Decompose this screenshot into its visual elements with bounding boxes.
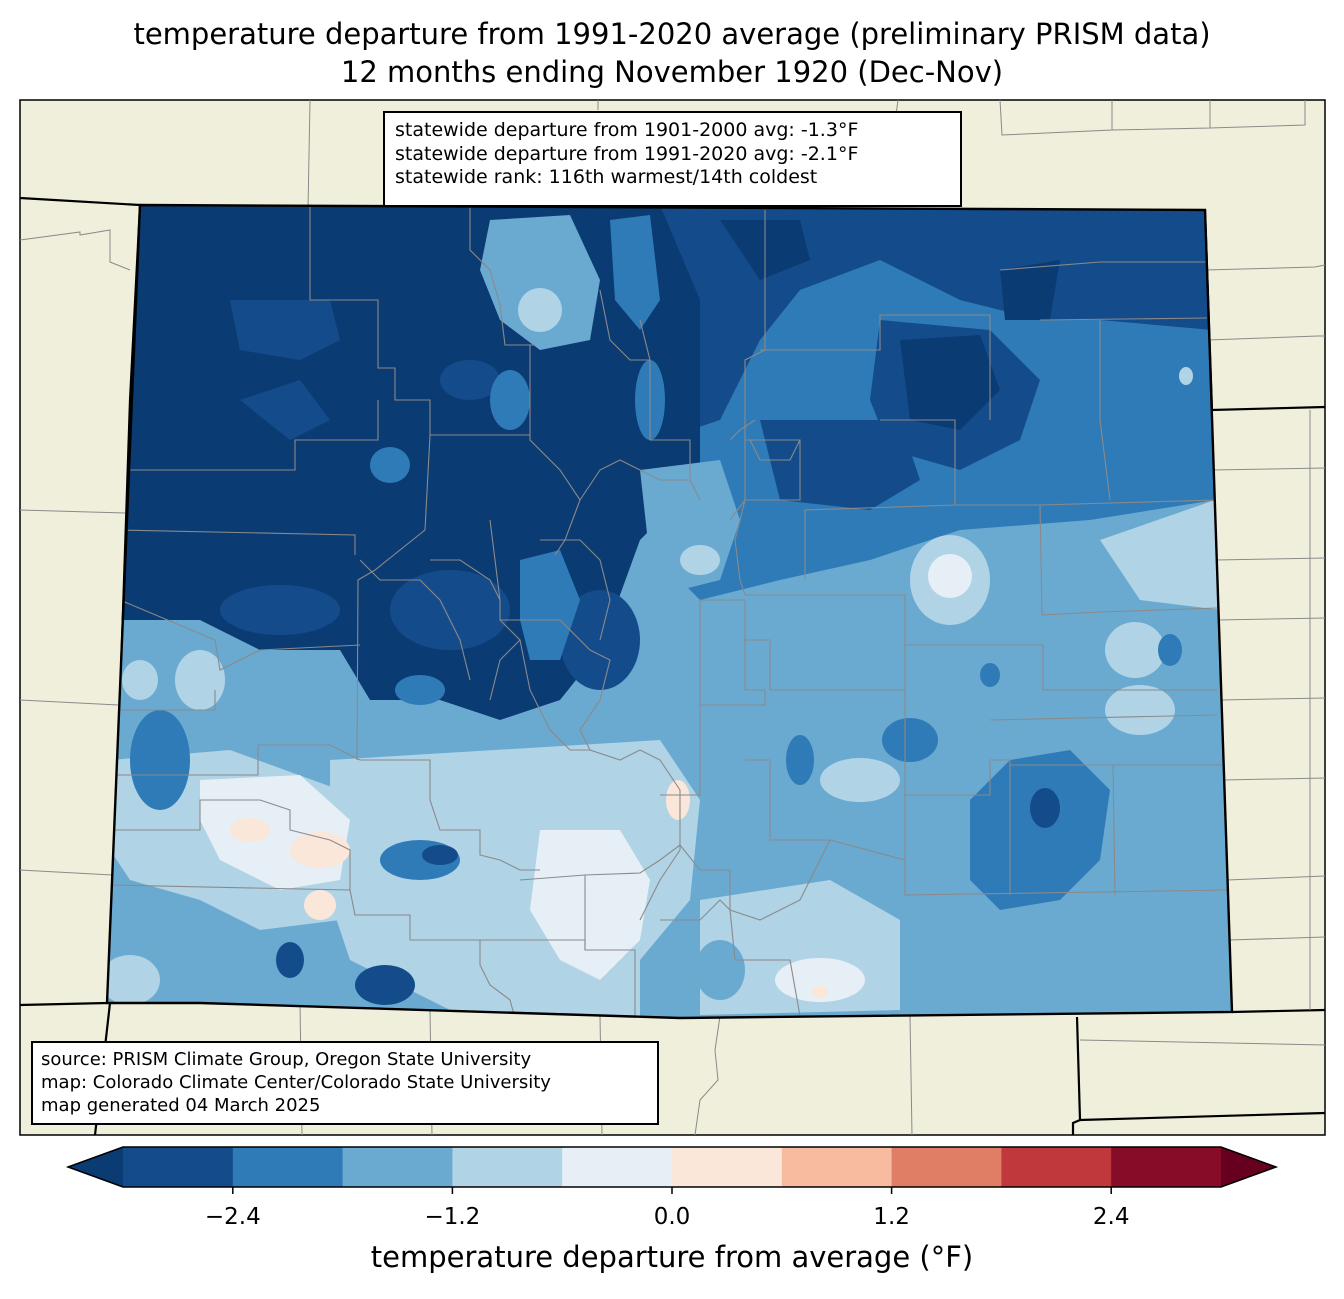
statewide-stats-box: statewide departure from 1901-2000 avg: … (383, 111, 962, 207)
source-credits-box: source: PRISM Climate Group, Oregon Stat… (31, 1041, 659, 1125)
colorado-border (105, 203, 1234, 1020)
colorbar-bin (452, 1147, 563, 1187)
colorbar-bin (781, 1147, 893, 1187)
map-title: temperature departure from 1991-2020 ave… (133, 17, 1211, 51)
stats-rank: statewide rank: 116th warmest/14th colde… (395, 166, 818, 188)
stats-departure-1991-2020: statewide departure from 1991-2020 avg: … (395, 142, 859, 165)
colorbar-bin (123, 1147, 234, 1187)
colorbar-tick-label: 0.0 (653, 1204, 691, 1230)
colorbar-bin (891, 1147, 1002, 1187)
colorbar-tick-label: 1.2 (873, 1204, 910, 1230)
colorbar-bin (1111, 1147, 1222, 1187)
map-credit-line: map: Colorado Climate Center/Colorado St… (41, 1072, 551, 1093)
colorbar-outline (65, 1146, 1279, 1188)
colorbar-label: temperature departure from average (°F) (370, 1240, 974, 1274)
colorbar-tick-label: −2.4 (204, 1204, 261, 1230)
colorbar-bin (562, 1147, 673, 1187)
colorbar-under-arrow (68, 1147, 123, 1187)
colorbar-bin (1001, 1147, 1112, 1187)
stats-departure-1901-2000: statewide departure from 1901-2000 avg: … (395, 119, 859, 141)
map-subtitle: 12 months ending November 1920 (Dec-Nov) (340, 55, 1004, 89)
temperature-contours (107, 205, 1232, 1018)
source-line: source: PRISM Climate Group, Oregon Stat… (41, 1049, 532, 1070)
colorbar-tick-label: 2.4 (1092, 1204, 1130, 1230)
county-lines (109, 205, 1229, 1018)
colorbar (65, 1146, 1279, 1194)
colorbar-bin (342, 1147, 453, 1187)
colorbar-tick-label: −1.2 (424, 1204, 481, 1230)
generated-date-line: map generated 04 March 2025 (41, 1095, 321, 1116)
colorbar-bin (232, 1147, 344, 1187)
colorbar-over-arrow (1221, 1147, 1276, 1187)
colorbar-bin (672, 1147, 783, 1187)
